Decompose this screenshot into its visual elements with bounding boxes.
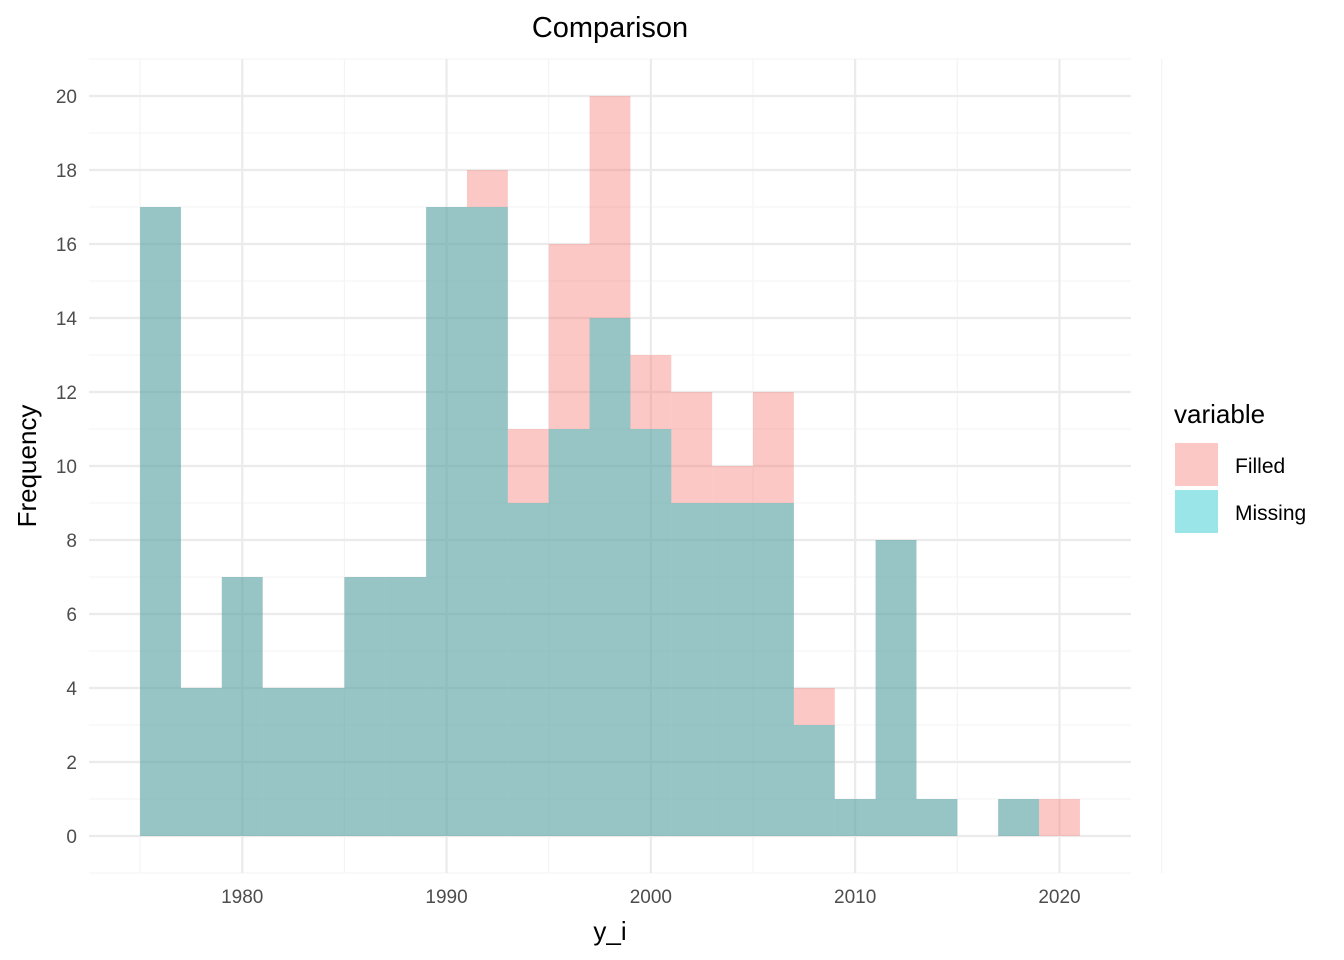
bar-filled bbox=[834, 799, 876, 836]
bar-filled bbox=[303, 688, 345, 836]
bar-filled bbox=[140, 207, 181, 836]
y-tick-label: 10 bbox=[56, 457, 77, 478]
y-tick-label: 6 bbox=[66, 605, 77, 626]
legend-key-missing bbox=[1175, 490, 1218, 533]
chart-title: Comparison bbox=[532, 12, 688, 44]
y-tick-label: 4 bbox=[66, 679, 77, 700]
bar-missing bbox=[630, 429, 672, 836]
bar-filled bbox=[793, 688, 835, 836]
x-tick-label: 1980 bbox=[221, 887, 263, 908]
bar-missing bbox=[262, 688, 304, 836]
bar-missing bbox=[712, 503, 754, 836]
bar-filled bbox=[753, 392, 794, 836]
bar-missing bbox=[916, 799, 958, 836]
y-tick-label: 18 bbox=[56, 161, 77, 182]
bar-filled bbox=[712, 466, 754, 836]
bar-missing bbox=[180, 688, 222, 836]
x-tick-label: 2020 bbox=[1038, 887, 1080, 908]
bar-missing bbox=[589, 318, 631, 836]
y-tick-label: 8 bbox=[66, 531, 77, 552]
bar-missing bbox=[753, 503, 794, 836]
bar-filled bbox=[875, 540, 917, 836]
bar-missing bbox=[507, 503, 549, 836]
bar-filled bbox=[589, 96, 631, 836]
bar-filled bbox=[916, 799, 958, 836]
bar-missing bbox=[426, 207, 467, 836]
y-tick-label: 0 bbox=[66, 827, 77, 848]
bar-missing bbox=[221, 577, 263, 836]
bar-missing bbox=[466, 207, 508, 836]
bar-missing bbox=[998, 799, 1040, 836]
bar-filled bbox=[507, 429, 549, 836]
bar-filled bbox=[385, 577, 427, 836]
x-axis-ticks: 1980 1990 2000 2010 2020 bbox=[221, 887, 1081, 908]
bar-missing bbox=[793, 725, 835, 836]
bar-missing bbox=[303, 688, 345, 836]
legend-items: Filled Missing bbox=[1175, 443, 1306, 533]
legend-label-missing: Missing bbox=[1235, 502, 1306, 525]
y-axis-ticks: 0 2 4 6 8 10 12 14 16 18 20 bbox=[56, 87, 78, 848]
bar-filled bbox=[630, 355, 672, 836]
bar-filled bbox=[671, 392, 713, 836]
y-tick-label: 16 bbox=[56, 235, 77, 256]
bar-filled bbox=[998, 799, 1040, 836]
x-tick-label: 2010 bbox=[834, 887, 876, 908]
bar-filled bbox=[221, 577, 263, 836]
legend-title: variable bbox=[1174, 399, 1265, 429]
x-tick-label: 2000 bbox=[630, 887, 672, 908]
bar-filled bbox=[1039, 799, 1080, 836]
histogram-bars bbox=[140, 96, 1080, 836]
bar-missing bbox=[671, 503, 713, 836]
bar-missing bbox=[548, 429, 590, 836]
bar-filled bbox=[262, 688, 304, 836]
y-tick-label: 20 bbox=[56, 87, 77, 108]
legend-key-filled bbox=[1175, 443, 1218, 486]
bar-missing bbox=[140, 207, 181, 836]
bar-filled bbox=[426, 207, 467, 836]
bar-missing bbox=[344, 577, 386, 836]
bar-filled bbox=[180, 688, 222, 836]
bar-filled bbox=[466, 170, 508, 836]
bar-missing bbox=[385, 577, 427, 836]
y-tick-label: 14 bbox=[56, 309, 78, 330]
legend-label-filled: Filled bbox=[1235, 455, 1285, 478]
bar-missing bbox=[875, 540, 917, 836]
x-tick-label: 1990 bbox=[425, 887, 467, 908]
bar-filled bbox=[548, 244, 590, 836]
y-axis-title: Frequency bbox=[12, 405, 42, 528]
x-axis-title: y_i bbox=[593, 916, 626, 946]
legend: variable Filled Missing bbox=[1174, 399, 1306, 533]
bar-filled bbox=[344, 577, 386, 836]
bar-missing bbox=[834, 799, 876, 836]
y-tick-label: 2 bbox=[66, 753, 77, 774]
major-gridlines bbox=[89, 59, 1131, 873]
y-tick-label: 12 bbox=[56, 383, 77, 404]
